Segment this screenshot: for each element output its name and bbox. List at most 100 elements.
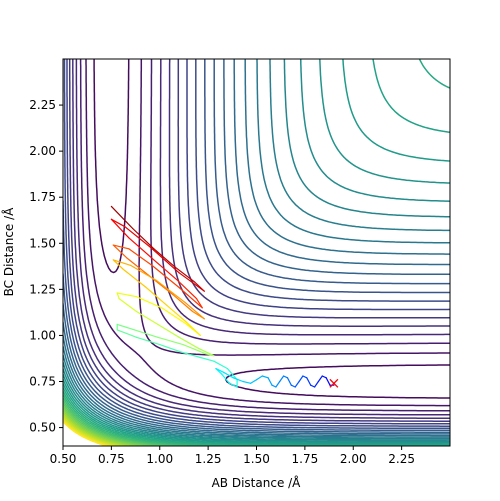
contour-line <box>63 59 450 443</box>
trajectory-segment <box>153 259 178 281</box>
x-tick-label: 0.50 <box>50 452 77 466</box>
trajectory-segment <box>122 268 147 289</box>
contour-line <box>63 59 450 432</box>
contour-line <box>63 59 450 445</box>
trajectory-segment <box>157 336 184 346</box>
contour-line <box>63 59 450 433</box>
trajectory-segment <box>130 264 157 281</box>
trajectory-segment <box>112 244 128 259</box>
trajectory-segment <box>110 205 134 230</box>
trajectory-segment <box>255 375 263 381</box>
contour-line <box>63 59 450 437</box>
trajectory-segment <box>205 353 215 357</box>
trajectory-segment <box>306 377 312 386</box>
trajectory-segment <box>112 244 130 250</box>
trajectory-segment <box>325 377 331 386</box>
x-tick-label: 2.25 <box>388 452 415 466</box>
contour-line <box>75 59 450 416</box>
trajectory-segment <box>134 329 159 338</box>
trajectory-segment <box>310 384 316 388</box>
contour-layer <box>63 59 450 446</box>
y-tick-label: 0.75 <box>29 375 56 389</box>
contour-line <box>63 59 450 446</box>
trajectory-segment <box>321 375 327 379</box>
trajectory-segment <box>110 218 130 239</box>
x-tick-label: 1.00 <box>146 452 173 466</box>
y-tick-label: 1.00 <box>29 328 56 342</box>
trajectory-segment <box>155 279 186 303</box>
trajectory-segment <box>124 226 151 248</box>
trajectory-segment <box>153 248 176 268</box>
contour-line <box>72 59 450 419</box>
trajectory-segment <box>166 305 188 324</box>
x-tick-label: 0.75 <box>98 452 125 466</box>
y-axis-title: BC Distance /Å <box>1 207 16 297</box>
trajectory-segment <box>178 336 199 349</box>
trajectory-segment <box>215 368 225 373</box>
trajectory-segment <box>221 373 230 384</box>
trajectory-segment <box>135 336 161 346</box>
trajectory-segment <box>132 227 155 250</box>
trajectory-segment <box>112 259 132 266</box>
trajectory-segment <box>286 377 292 386</box>
x-tick-label: 1.75 <box>292 452 319 466</box>
contour-line <box>63 59 450 441</box>
trajectory-segment <box>172 294 194 313</box>
trajectory-segment <box>242 380 252 384</box>
trajectory-segment <box>151 264 180 289</box>
trajectory-layer <box>110 205 335 388</box>
trajectory-segment <box>135 296 163 309</box>
contour-line <box>63 417 116 446</box>
trajectory-segment <box>261 375 269 379</box>
trajectory-segment <box>110 218 126 228</box>
trajectory-segment <box>128 248 153 266</box>
trajectory-segment <box>157 323 180 338</box>
trajectory-segment <box>128 237 155 261</box>
contour-line <box>63 393 209 446</box>
trajectory-segment <box>197 347 215 357</box>
trajectory-segment <box>112 259 124 270</box>
trajectory-segment <box>314 380 319 388</box>
trajectory-segment <box>279 375 285 383</box>
trajectory-segment <box>186 323 201 336</box>
trajectory-segment <box>116 292 138 298</box>
trajectory-segment <box>161 307 188 325</box>
trajectory-segment <box>116 323 136 331</box>
trajectory-segment <box>223 371 234 379</box>
contour-line <box>63 59 450 430</box>
trajectory-segment <box>178 286 203 309</box>
trajectory-segment <box>118 298 138 313</box>
trajectory-segment <box>174 266 196 283</box>
trajectory-segment <box>176 279 198 300</box>
trajectory-segment <box>116 329 138 338</box>
marker-layer <box>329 378 339 388</box>
trajectory-segment <box>178 272 205 292</box>
contour-line <box>63 59 450 438</box>
trajectory-segment <box>159 344 182 353</box>
end-marker-stroke <box>329 378 339 388</box>
trajectory-segment <box>290 384 296 388</box>
trajectory-segment <box>145 286 169 307</box>
trajectory-segment <box>271 384 277 388</box>
x-axis: 0.50 0.75 1.00 1.25 1.50 1.75 2.00 2.25 <box>50 446 415 466</box>
y-tick-label: 1.25 <box>29 282 56 296</box>
trajectory-segment <box>298 375 304 383</box>
y-tick-label: 1.75 <box>29 190 56 204</box>
trajectory-segment <box>228 382 238 388</box>
trajectory-segment <box>226 368 238 381</box>
trajectory-segment <box>294 380 300 388</box>
trajectory-segment <box>149 246 180 274</box>
trajectory-segment <box>126 257 151 278</box>
trajectory-segment <box>317 375 323 383</box>
y-tick-label: 1.50 <box>29 236 56 250</box>
contour-line <box>63 59 450 435</box>
trajectory-segment <box>182 344 207 355</box>
trajectory-segment <box>213 360 229 370</box>
x-tick-label: 1.50 <box>243 452 270 466</box>
contour-line <box>68 59 450 422</box>
trajectory-segment <box>302 375 308 379</box>
trajectory-segment <box>116 292 120 300</box>
contour-line <box>63 59 450 440</box>
y-tick-label: 0.50 <box>29 421 56 435</box>
x-axis-title: AB Distance /Å <box>212 475 302 490</box>
